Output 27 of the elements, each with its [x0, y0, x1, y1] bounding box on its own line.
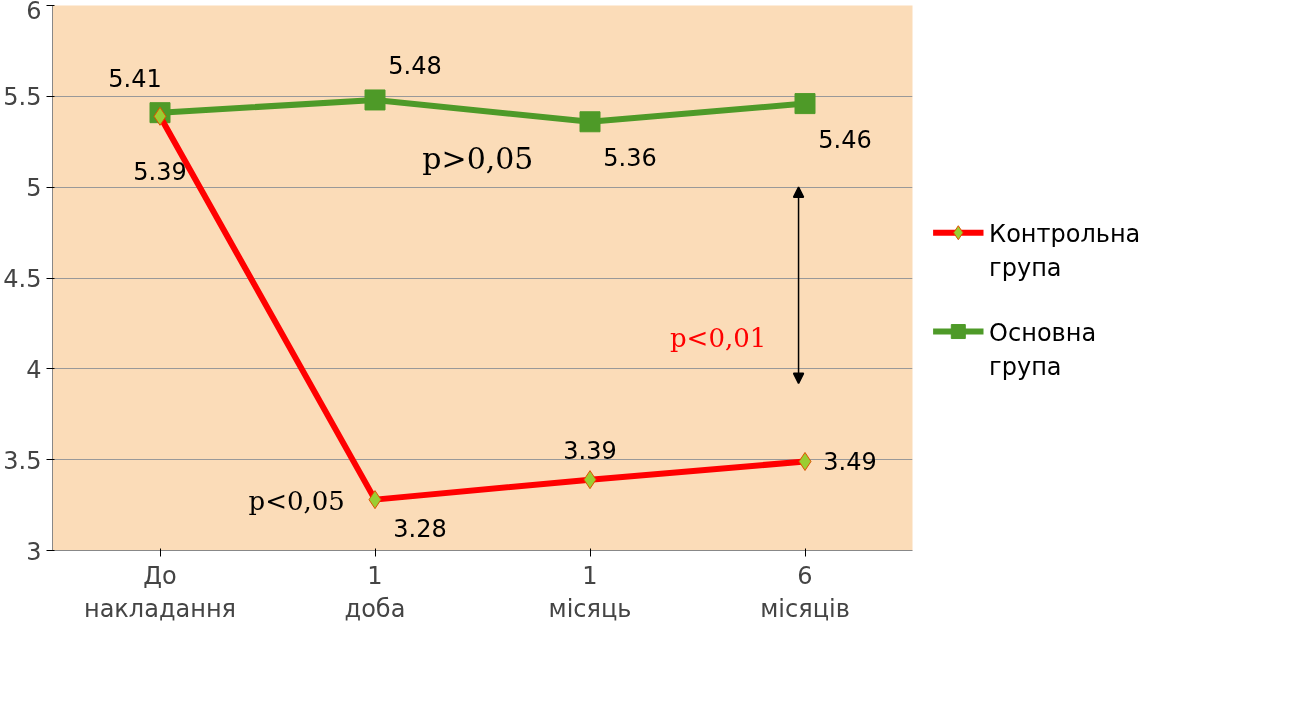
legend-label: Контрольна група [989, 220, 1141, 282]
annotation: p>0,05 [422, 140, 534, 176]
annotation: p<0,05 [248, 486, 345, 517]
data-label: 3.28 [393, 514, 447, 543]
data-label: 5.36 [603, 143, 657, 172]
x-tick-label: 1 місяць [548, 561, 632, 624]
y-tick-label: 3 [26, 537, 42, 566]
x-tick-label: До накладання [83, 561, 237, 624]
y-tick-label: 4 [26, 355, 42, 384]
y-tick-label: 5 [26, 174, 42, 203]
data-label: 3.39 [563, 436, 617, 465]
data-label: 5.48 [388, 51, 442, 80]
y-tick-label: 3.5 [3, 446, 42, 475]
x-tick-label: 6 місяців [760, 561, 850, 624]
data-label: 5.41 [108, 64, 162, 93]
data-label: 3.49 [823, 448, 877, 477]
data-label: 5.39 [133, 158, 187, 187]
data-label: 5.46 [818, 125, 872, 154]
legend-label: Основна група [989, 319, 1097, 381]
point [794, 93, 816, 115]
y-tick-label: 5.5 [3, 83, 42, 112]
x-tick-label: 1 доба [344, 561, 406, 624]
point [364, 89, 386, 111]
point [579, 111, 601, 133]
y-tick-label: 4.5 [3, 265, 42, 293]
annotation: p<0,01 [669, 322, 767, 353]
y-tick-label: 6 [26, 0, 42, 25]
